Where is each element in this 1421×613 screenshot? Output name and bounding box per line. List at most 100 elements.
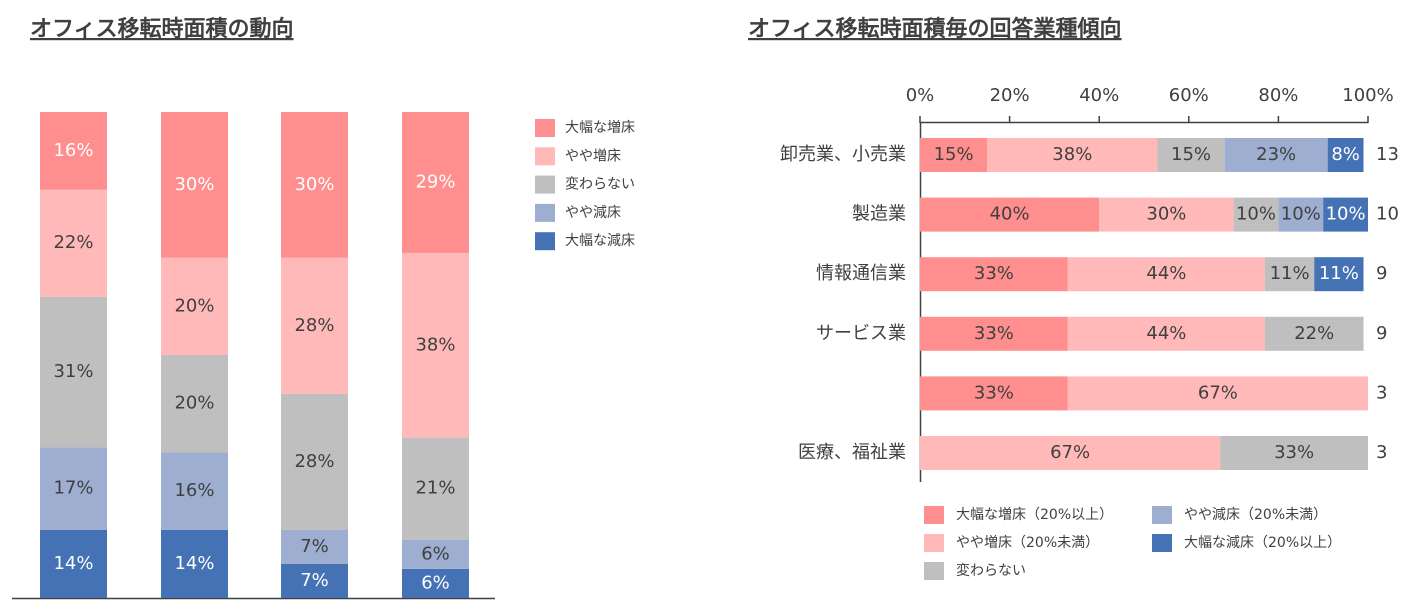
bar-segment [40, 447, 107, 530]
data-label: 29% [415, 171, 455, 192]
data-label: 67% [1198, 382, 1238, 403]
bar-segment [1264, 316, 1364, 351]
bar-segment [1327, 138, 1364, 172]
data-label: 16% [53, 140, 93, 161]
legend-label: やや増床 [565, 148, 621, 164]
bar-segment [40, 529, 107, 598]
data-label: 11% [1319, 263, 1359, 284]
data-label: 67% [1050, 442, 1090, 463]
count-label: 3 [1376, 382, 1387, 403]
data-label: 33% [974, 323, 1014, 344]
data-label: 8% [1331, 144, 1360, 165]
data-label: 40% [990, 204, 1030, 225]
legend-swatch [535, 175, 555, 194]
bar-segment [920, 138, 988, 172]
x-tick-label: 40% [1079, 85, 1119, 106]
data-label: 7% [300, 570, 329, 591]
data-label: 14% [174, 553, 214, 574]
data-label: 31% [53, 361, 93, 382]
x-tick-label: 20% [990, 85, 1030, 106]
data-label: 44% [1146, 323, 1186, 344]
data-label: 33% [1274, 442, 1314, 463]
legend-swatch [1152, 506, 1172, 524]
bar-segment [402, 437, 469, 540]
chart-title: オフィス移転時面積の動向 [30, 16, 294, 42]
y-tick-label: 情報通信業 [816, 263, 906, 284]
bar-segment [1233, 197, 1279, 232]
data-label: 33% [974, 263, 1014, 284]
bar-segment [402, 568, 469, 598]
bar-segment [281, 529, 348, 564]
bar-segment [402, 112, 469, 253]
bar-segment [161, 529, 228, 598]
bar-segment [161, 257, 228, 355]
x-tick-label: 0% [906, 85, 935, 106]
bar-segment [281, 112, 348, 258]
bar-segment [920, 376, 1068, 411]
data-label: 15% [1171, 144, 1211, 165]
data-label: 23% [1256, 144, 1296, 165]
bar-segment [1323, 197, 1368, 232]
bar-segment [161, 112, 228, 258]
count-label: 9 [1376, 263, 1387, 284]
legend-swatch [535, 147, 555, 166]
count-label: 10 [1376, 204, 1399, 225]
bar-segment [1224, 138, 1328, 172]
legend-label: 変わらない [956, 562, 1026, 579]
legend-label: 変わらない [565, 176, 635, 193]
y-tick-label: 卸売業、小売業 [780, 144, 906, 165]
legend-swatch [924, 562, 944, 580]
legend-label: 大幅な増床 [565, 120, 635, 136]
data-label: 30% [1146, 204, 1186, 225]
data-label: 33% [974, 382, 1014, 403]
bar-segment [402, 252, 469, 438]
legend-swatch [924, 506, 944, 524]
bar-segment [1157, 138, 1225, 172]
bar-segment [40, 189, 107, 297]
bar-segment [1220, 436, 1368, 470]
data-label: 30% [294, 174, 334, 195]
data-label: 7% [300, 536, 329, 557]
bar-segment [1314, 257, 1364, 292]
bar-segment [161, 355, 228, 453]
count-label: 9 [1376, 323, 1387, 344]
data-label: 20% [174, 295, 214, 316]
legend-label: やや減床 [565, 204, 621, 221]
bar-segment [1099, 197, 1234, 232]
legend-label: 大幅な減床（20%以上） [1184, 534, 1341, 551]
data-label: 10% [1326, 204, 1366, 225]
legend-swatch [535, 203, 555, 222]
legend-label: 大幅な増床（20%以上） [956, 507, 1113, 523]
bar-segment [1264, 257, 1315, 292]
bar-segment [920, 257, 1068, 292]
data-label: 14% [53, 553, 93, 574]
legend-swatch [535, 119, 555, 137]
data-label: 38% [1052, 144, 1092, 165]
bar-segment [920, 436, 1221, 470]
data-label: 44% [1146, 263, 1186, 284]
legend-label: 大幅な減床 [565, 232, 635, 249]
legend-swatch [924, 534, 944, 552]
data-label: 21% [415, 478, 455, 499]
bar-segment [40, 112, 107, 190]
data-label: 28% [294, 315, 334, 336]
data-label: 6% [421, 572, 450, 593]
bar-segment [281, 257, 348, 394]
bar-segment [1067, 316, 1265, 351]
legend-label: やや減床（20%未満） [1184, 506, 1327, 523]
data-label: 10% [1236, 204, 1276, 225]
data-label: 6% [421, 543, 450, 564]
y-tick-label: サービス業 [816, 323, 906, 344]
bar-segment [281, 393, 348, 530]
data-label: 16% [174, 480, 214, 501]
data-label: 28% [294, 451, 334, 472]
data-label: 11% [1270, 263, 1310, 284]
bar-segment [40, 296, 107, 448]
legend-swatch [1152, 534, 1172, 552]
bar-segment [161, 452, 228, 530]
data-label: 22% [1294, 323, 1334, 344]
data-label: 38% [415, 334, 455, 355]
bar-segment [1067, 257, 1265, 292]
y-tick-label: 製造業 [852, 204, 906, 225]
